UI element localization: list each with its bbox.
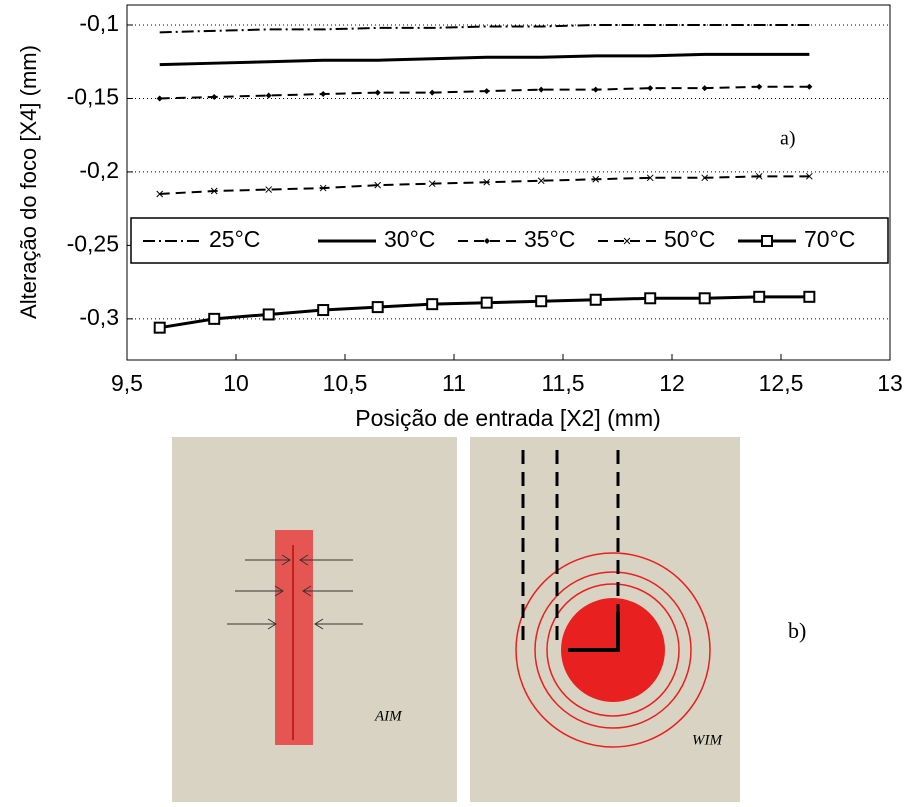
annotation: a): [780, 128, 796, 150]
marker: [483, 88, 490, 95]
marker: [592, 86, 599, 93]
legend-label: 70°C: [804, 226, 855, 252]
marker: [647, 85, 654, 92]
marker: [265, 92, 272, 99]
x-tick-label: 9,5: [111, 370, 143, 396]
wim-photo: [470, 437, 740, 802]
plot-frame: [126, 4, 891, 361]
legend-label: 50°C: [664, 226, 715, 252]
y-tick-label: -0,1: [79, 10, 119, 36]
series-line: [159, 85, 810, 100]
x-tick-label: 12: [659, 370, 685, 396]
marker: [319, 184, 327, 192]
x-axis-label: Posição de entrada [X2] (mm): [355, 405, 661, 431]
marker: [698, 292, 711, 305]
series-line: [159, 23, 810, 34]
legend: 25°C 30°C 35°C 50°C 70°C: [130, 217, 889, 264]
annotation: b): [788, 618, 806, 643]
marker: [701, 174, 709, 182]
y-tick-label: -0,3: [79, 304, 119, 330]
marker: [805, 172, 813, 180]
marker: [156, 95, 163, 102]
legend-label: 25°C: [209, 226, 260, 252]
marker: [753, 290, 766, 303]
marker: [483, 178, 491, 186]
marker: [429, 89, 436, 96]
marker: [153, 321, 166, 334]
series-line: [159, 52, 810, 67]
marker: [208, 312, 221, 325]
marker: [262, 308, 275, 321]
x-tick-label: 13: [877, 370, 903, 396]
marker: [537, 177, 545, 185]
y-tick-label: -0,25: [67, 230, 119, 256]
marker: [156, 190, 164, 198]
marker: [426, 298, 439, 311]
marker: [623, 237, 631, 245]
annotation: AIM: [374, 708, 403, 724]
marker: [644, 292, 657, 305]
x-tick-label: 10,5: [323, 370, 368, 396]
marker: [317, 304, 330, 317]
marker: [371, 301, 384, 314]
marker: [374, 89, 381, 96]
legend-label: 30°C: [384, 226, 435, 252]
marker: [484, 238, 490, 244]
marker: [701, 85, 708, 92]
marker: [374, 181, 382, 189]
marker: [806, 83, 813, 90]
marker: [210, 187, 218, 195]
marker: [538, 86, 545, 93]
marker: [803, 290, 816, 303]
y-axis-label: Alteração do foco [X4] (mm): [16, 45, 41, 319]
marker: [535, 295, 548, 308]
marker: [761, 235, 773, 247]
series-line: [159, 175, 810, 195]
x-tick-label: 10: [223, 370, 249, 396]
y-tick-label: -0,15: [67, 84, 119, 110]
x-tick-label: 11: [442, 370, 466, 396]
annotation: WIM: [692, 732, 723, 748]
aim-photo: [172, 437, 457, 802]
legend-label: 35°C: [524, 226, 575, 252]
marker: [480, 296, 493, 309]
marker: [592, 175, 600, 183]
marker: [589, 293, 602, 306]
dashed-guides: [521, 450, 620, 648]
marker: [211, 93, 218, 100]
y-tick-label: -0,2: [79, 157, 119, 183]
x-tick-label: 12,5: [759, 370, 804, 396]
marker: [320, 91, 327, 98]
x-tick-label: 11,5: [541, 370, 584, 396]
marker: [756, 83, 763, 90]
marker: [265, 186, 273, 193]
marker: [428, 180, 436, 188]
marker: [646, 174, 654, 182]
marker: [755, 172, 763, 180]
